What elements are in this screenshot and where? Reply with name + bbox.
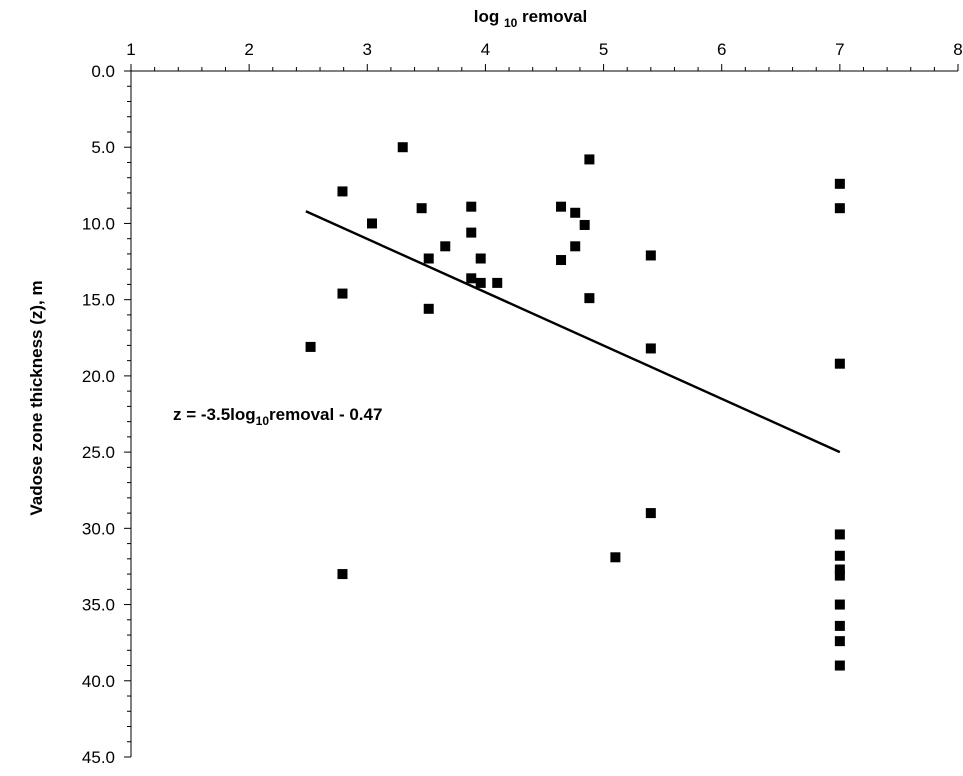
- y-tick-label: 40.0: [82, 672, 115, 691]
- y-tick-label: 30.0: [82, 519, 115, 538]
- y-tick-label: 35.0: [82, 596, 115, 615]
- data-point: [570, 241, 581, 252]
- equation-subscript: 10: [256, 414, 270, 428]
- data-point: [834, 203, 845, 214]
- data-point: [834, 620, 845, 631]
- x-tick-label: 8: [953, 40, 962, 59]
- x-axis-title-prefix: log: [474, 7, 504, 26]
- data-point: [834, 550, 845, 561]
- data-point: [556, 255, 567, 266]
- data-point: [423, 253, 434, 264]
- data-point: [570, 207, 581, 218]
- x-tick-label: 5: [599, 40, 608, 59]
- data-point: [367, 218, 378, 229]
- data-point: [834, 358, 845, 369]
- regression-line: [305, 210, 841, 454]
- data-point: [492, 277, 503, 288]
- data-point: [423, 303, 434, 314]
- data-point: [834, 564, 845, 575]
- data-point: [584, 154, 595, 165]
- data-point: [416, 203, 427, 214]
- data-point: [337, 186, 348, 197]
- data-point: [397, 142, 408, 153]
- data-point: [475, 253, 486, 264]
- data-point: [584, 293, 595, 304]
- axes: [130, 70, 958, 757]
- data-point: [305, 341, 316, 352]
- regression-equation: z = -3.5log10removal - 0.47: [173, 405, 382, 428]
- x-tick-label: 3: [363, 40, 372, 59]
- data-point: [579, 219, 590, 230]
- equation-suffix: removal - 0.47: [269, 405, 382, 424]
- y-tick-label: 25.0: [82, 443, 115, 462]
- y-tick-label: 5.0: [91, 138, 115, 157]
- data-point: [834, 599, 845, 610]
- y-tick-label: 15.0: [82, 291, 115, 310]
- data-point: [440, 241, 451, 252]
- y-axis-title: Vadose zone thickness (z), m: [27, 280, 46, 515]
- x-tick-label: 6: [717, 40, 726, 59]
- data-point: [834, 529, 845, 540]
- data-point: [645, 508, 656, 519]
- data-point: [834, 178, 845, 189]
- x-tick-label: 2: [244, 40, 253, 59]
- data-point: [834, 570, 845, 581]
- y-tick-label: 20.0: [82, 367, 115, 386]
- tick-labels: 1 2 3 4 5 6 7 8 0.0 5.0 10.0 15.0 20.0 25.0 30.0 35.0 40…: [82, 40, 963, 767]
- data-point: [466, 273, 477, 284]
- tick-marks: [124, 64, 959, 758]
- x-tick-label: 7: [835, 40, 844, 59]
- data-point: [556, 201, 567, 212]
- x-axis-title: log 10 removal: [474, 7, 588, 30]
- x-tick-label: 1: [126, 40, 135, 59]
- data-point: [337, 288, 348, 299]
- data-point: [834, 636, 845, 647]
- y-tick-label: 0.0: [91, 62, 115, 81]
- equation-prefix: z = -3.5log: [173, 405, 256, 424]
- data-point: [466, 227, 477, 238]
- data-points: [305, 142, 845, 671]
- data-point: [337, 569, 348, 580]
- data-point: [475, 277, 486, 288]
- x-axis-title-suffix: removal: [517, 7, 587, 26]
- data-point: [466, 201, 477, 212]
- data-point: [610, 552, 621, 563]
- data-point: [645, 343, 656, 354]
- y-tick-label: 10.0: [82, 214, 115, 233]
- x-axis-title-subscript: 10: [504, 16, 518, 30]
- data-point: [645, 250, 656, 261]
- data-point: [834, 660, 845, 671]
- y-tick-label: 45.0: [82, 748, 115, 767]
- x-tick-label: 4: [481, 40, 490, 59]
